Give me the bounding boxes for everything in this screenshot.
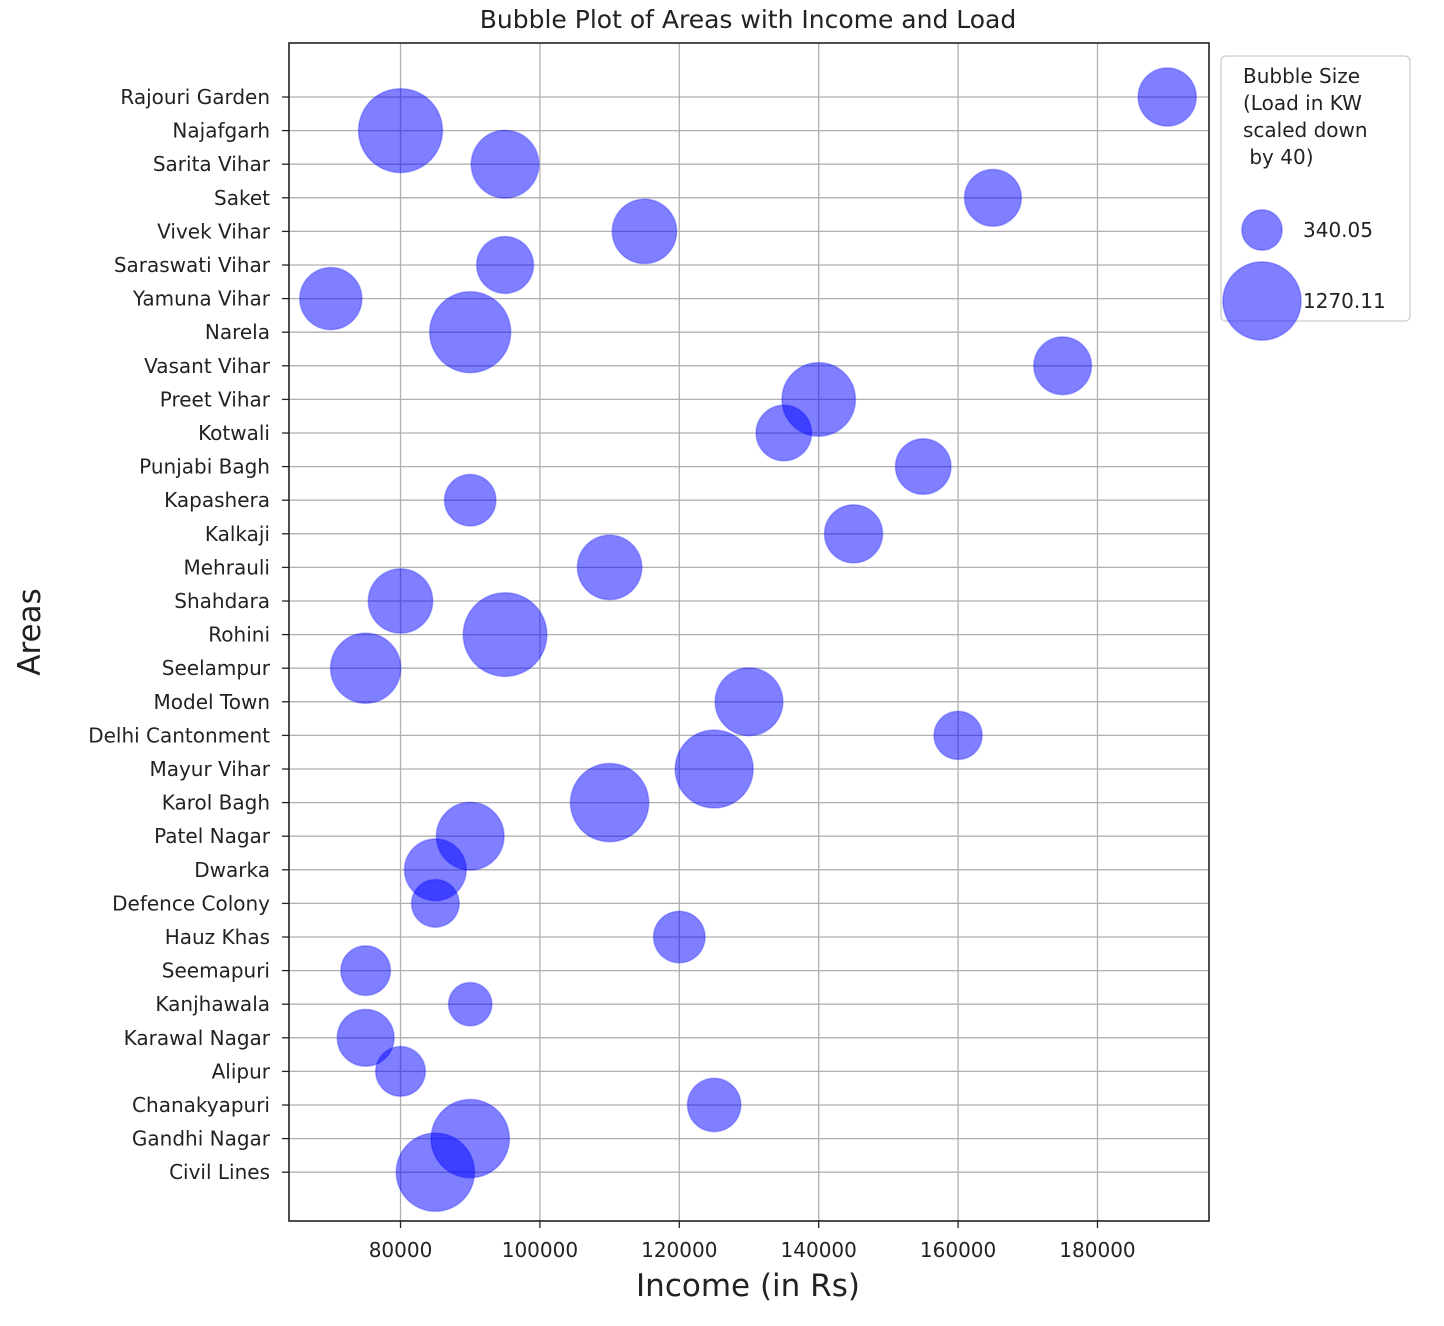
bubble-point xyxy=(714,667,784,737)
y-tick-label: Saraswati Vihar xyxy=(114,253,271,277)
bubble-point xyxy=(428,290,512,374)
bubble-point xyxy=(652,910,706,964)
y-tick-label: Vivek Vihar xyxy=(157,219,271,243)
bubble-point xyxy=(1137,67,1198,127)
y-tick-label: Shahdara xyxy=(174,589,270,613)
bubble-point xyxy=(470,129,540,199)
y-tick-label: Seemapuri xyxy=(162,959,270,983)
y-tick-label: Kapashera xyxy=(164,488,270,512)
legend-title-line: by 40) xyxy=(1243,145,1314,169)
axes: 80000 100000 120000 140000 160000 180000 Civil… xyxy=(88,42,1210,1262)
y-tick-label: Seelampur xyxy=(162,656,271,680)
y-tick-label: Rohini xyxy=(208,623,270,647)
bubble-point xyxy=(569,762,650,843)
grid-lines xyxy=(289,43,1209,1221)
y-tick-label: Vasant Vihar xyxy=(144,354,271,378)
bubble-point xyxy=(430,1098,511,1179)
bubble-point xyxy=(823,503,884,564)
bubble-point xyxy=(611,198,678,265)
y-tick-label: Karol Bagh xyxy=(162,791,270,815)
legend-entry-label: 1270.11 xyxy=(1303,289,1386,313)
y-tick-label: Civil Lines xyxy=(169,1160,270,1184)
bubble-point xyxy=(336,1008,395,1068)
y-tick-label: Yamuna Vihar xyxy=(132,287,271,311)
legend: Bubble Size (Load in KW scaled down by 40)… xyxy=(1220,55,1411,341)
bubble-point xyxy=(963,168,1023,228)
bubble-point xyxy=(357,87,444,174)
y-tick-label: Dwarka xyxy=(194,858,270,882)
y-tick-label: Punjabi Bagh xyxy=(139,455,270,479)
bubble-point xyxy=(298,266,363,331)
bubble-point xyxy=(475,235,535,295)
y-tick-label: Najafgarh xyxy=(172,119,270,143)
y-tick-label: Saket xyxy=(214,186,270,210)
x-tick-label: 160000 xyxy=(920,1238,996,1262)
bubble-point xyxy=(435,801,505,871)
bubble-point xyxy=(1032,336,1093,396)
y-tick-label: Mehrauli xyxy=(183,555,270,579)
bubble-point xyxy=(462,591,548,678)
y-tick-label: Kalkaji xyxy=(205,522,270,546)
chart-title: Bubble Plot of Areas with Income and Loa… xyxy=(480,5,1017,34)
legend-entry-label: 340.05 xyxy=(1303,218,1373,242)
y-tick-label: Preet Vihar xyxy=(160,387,271,411)
legend-title-line: (Load in KW xyxy=(1243,91,1362,115)
y-tick-label: Delhi Cantonment xyxy=(88,723,270,747)
x-tick-label: 180000 xyxy=(1059,1238,1135,1262)
bubble-point xyxy=(374,1045,427,1097)
bubble-point xyxy=(894,438,952,496)
x-tick-label: 80000 xyxy=(369,1238,433,1262)
x-axis-label: Income (in Rs) xyxy=(636,1268,860,1304)
legend-bubble xyxy=(1240,208,1284,252)
bubble-point xyxy=(674,729,754,809)
y-axis-label: Areas xyxy=(12,588,48,676)
y-tick-label: Rajouri Garden xyxy=(120,85,270,109)
legend-title-line: scaled down xyxy=(1243,118,1368,142)
bubble-point xyxy=(447,981,493,1027)
y-tick-label: Kanjhawala xyxy=(155,992,270,1016)
plot-frame xyxy=(288,42,1210,1222)
y-tick-label: Sarita Vihar xyxy=(153,152,271,176)
bubble-point xyxy=(367,567,434,635)
bubble-point xyxy=(329,632,402,705)
bubble-layer xyxy=(298,67,1198,1213)
bubble-point xyxy=(340,945,392,997)
bubble-point xyxy=(443,473,497,527)
y-tick-label: Gandhi Nagar xyxy=(132,1127,271,1151)
y-tick-label: Alipur xyxy=(212,1059,271,1083)
legend-title-line: Bubble Size xyxy=(1243,64,1360,88)
bubble-point xyxy=(933,710,983,761)
bubble-point xyxy=(576,534,643,601)
y-tick-label: Defence Colony xyxy=(112,891,270,915)
bubble-point xyxy=(781,361,857,437)
y-tick-label: Model Town xyxy=(154,690,271,714)
legend-box xyxy=(1220,55,1411,322)
y-tick-label: Kotwali xyxy=(198,421,270,445)
y-tick-label: Narela xyxy=(205,320,270,344)
x-tick-label: 100000 xyxy=(502,1238,578,1262)
y-tick-label: Karawal Nagar xyxy=(124,1026,271,1050)
y-tick-label: Chanakyapuri xyxy=(132,1093,270,1117)
y-tick-label: Mayur Vihar xyxy=(149,757,270,781)
y-tick-label: Patel Nagar xyxy=(154,824,271,848)
bubble-point xyxy=(686,1077,742,1133)
x-tick-label: 140000 xyxy=(781,1238,857,1262)
x-tick-label: 120000 xyxy=(641,1238,717,1262)
y-tick-label: Hauz Khas xyxy=(165,925,270,949)
legend-bubble xyxy=(1222,261,1302,341)
